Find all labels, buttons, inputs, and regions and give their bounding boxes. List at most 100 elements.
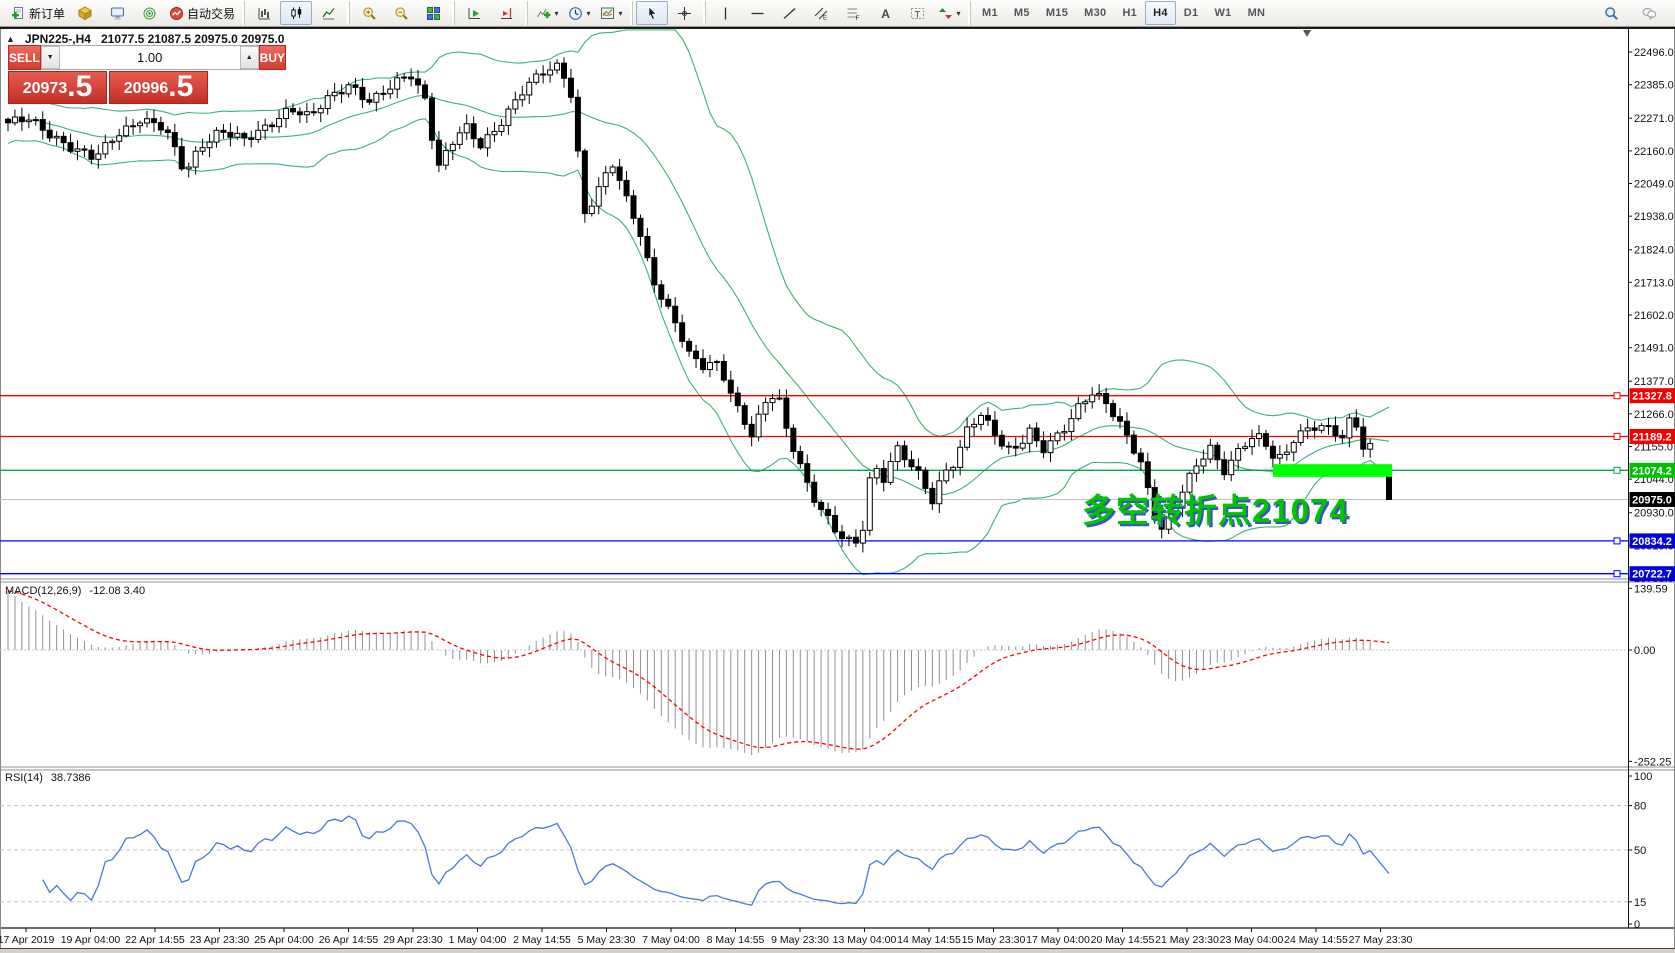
search-button[interactable] (1595, 1, 1627, 25)
candle-body (1130, 434, 1137, 454)
candlestick-chart-button[interactable] (280, 1, 313, 25)
zoom-out-icon (394, 6, 409, 21)
candle-body (95, 153, 102, 160)
tf-d1-button[interactable]: D1 (1183, 7, 1199, 19)
candle-body (1144, 461, 1151, 489)
candle-body (1117, 416, 1123, 422)
crosshair-button[interactable] (668, 1, 700, 25)
chevron-down-icon[interactable]: ▾ (586, 8, 591, 18)
candle-body (1249, 438, 1256, 448)
zoom-out-button[interactable] (385, 1, 417, 25)
text-button[interactable]: A (869, 1, 901, 25)
price-tick-label: 22049.0 (1634, 179, 1674, 191)
level-handle-support-1[interactable] (1613, 537, 1621, 545)
candle-body (700, 358, 706, 371)
volume-input[interactable] (59, 46, 240, 69)
one-click-collapse-icon[interactable]: ▲ (6, 34, 15, 44)
tf-m30-button[interactable]: M30 (1084, 7, 1107, 19)
auto-scroll-button[interactable] (458, 1, 490, 25)
volume-decrease-button[interactable]: ▼ (40, 46, 60, 69)
chart-shift-marker[interactable] (1303, 30, 1311, 37)
volume-increase-button[interactable]: ▲ (239, 46, 259, 69)
date-label: 1 May 04:00 (449, 934, 507, 946)
periods-button[interactable]: ▾ (563, 1, 595, 25)
candle-body (1096, 393, 1103, 396)
candle-body (644, 235, 651, 259)
tf-m5-button[interactable]: M5 (1013, 7, 1030, 19)
chart-shift-button[interactable] (490, 1, 522, 25)
level-handle-support-2[interactable] (1613, 570, 1621, 578)
candle-body (359, 86, 366, 101)
label-icon: T (910, 6, 925, 21)
candle-body (602, 172, 609, 188)
cursor-button[interactable] (636, 1, 669, 25)
candle-body (310, 111, 317, 114)
buy-price-box[interactable]: 20996.5 (109, 71, 208, 104)
community-button[interactable] (1633, 1, 1665, 25)
candle-body (727, 379, 734, 394)
chevron-down-icon[interactable]: ▾ (956, 8, 961, 18)
candle-body (651, 257, 658, 286)
chevron-down-icon[interactable]: ▾ (554, 8, 559, 18)
date-label: 2 May 14:55 (513, 934, 571, 946)
trendline-button[interactable] (773, 1, 805, 25)
candle-body (435, 139, 442, 166)
tf-mn-button[interactable]: MN (1247, 7, 1266, 19)
macd-signal-line (7, 590, 1390, 750)
candle-body (241, 132, 248, 139)
fibonacci-button[interactable]: F (837, 1, 869, 25)
candle-body (734, 392, 741, 407)
rsi-scale-label: 0 (1634, 919, 1640, 931)
candle-body (39, 119, 46, 131)
sell-price-box[interactable]: 20973.5 (8, 71, 107, 104)
line-chart-button[interactable] (312, 1, 344, 25)
vertical-line-button[interactable] (709, 1, 741, 25)
crosshair-icon (677, 6, 692, 21)
tf-w1-button[interactable]: W1 (1214, 7, 1232, 19)
candle-body (463, 123, 470, 134)
candle-body (1172, 507, 1179, 519)
text-label-button[interactable]: T (901, 1, 933, 25)
new-order-button[interactable]: 新订单 (7, 1, 69, 25)
tf-h4-button[interactable]: H4 (1145, 1, 1176, 25)
horizontal-line-button[interactable] (741, 1, 773, 25)
svg-text:E: E (823, 15, 827, 21)
candle-body (269, 124, 276, 128)
market-watch-button[interactable] (101, 1, 133, 25)
tf-m1-button[interactable]: M1 (982, 7, 998, 19)
buy-button[interactable]: BUY (258, 45, 287, 70)
level-handle-resistance-1[interactable] (1613, 392, 1621, 400)
candle-body (164, 129, 171, 134)
sell-button[interactable]: SELL (8, 45, 41, 70)
bollinger-upper-band (7, 29, 1390, 437)
level-handle-resistance-2[interactable] (1613, 432, 1621, 440)
candle-body (554, 62, 561, 71)
equidistant-channel-button[interactable]: E (805, 1, 837, 25)
candle-body (5, 118, 11, 124)
support-zone-rect[interactable] (1273, 464, 1392, 477)
indicators-list-button[interactable]: ▾ (531, 1, 563, 25)
tf-m15-button[interactable]: M15 (1045, 7, 1069, 19)
date-label: 7 May 04:00 (642, 934, 700, 946)
candle-body (998, 434, 1005, 447)
navigator-button[interactable] (133, 1, 165, 25)
level-handle-pivot-green[interactable] (1613, 466, 1621, 474)
tile-windows-button[interactable] (417, 1, 449, 25)
bollinger-middle-band (7, 94, 1390, 496)
annotation-text[interactable]: 多空转折点21074 (1082, 492, 1349, 529)
candle-body (818, 501, 825, 510)
bar-chart-button[interactable] (248, 1, 280, 25)
templates-button[interactable]: ▾ (595, 1, 627, 25)
rsi-value: 38.7386 (50, 772, 91, 784)
candle-body (1276, 453, 1283, 459)
arrows-button[interactable]: ▾ (933, 1, 965, 25)
date-label: 19 Apr 04:00 (61, 934, 121, 946)
chevron-down-icon[interactable]: ▾ (618, 8, 623, 18)
zoom-in-button[interactable] (353, 1, 385, 25)
auto-trading-button[interactable]: 自动交易 (165, 1, 239, 25)
tf-h1-button[interactable]: H1 (1122, 7, 1138, 19)
profiles-button[interactable] (69, 1, 101, 25)
candle-body (352, 84, 359, 88)
candle-body (1283, 451, 1290, 455)
